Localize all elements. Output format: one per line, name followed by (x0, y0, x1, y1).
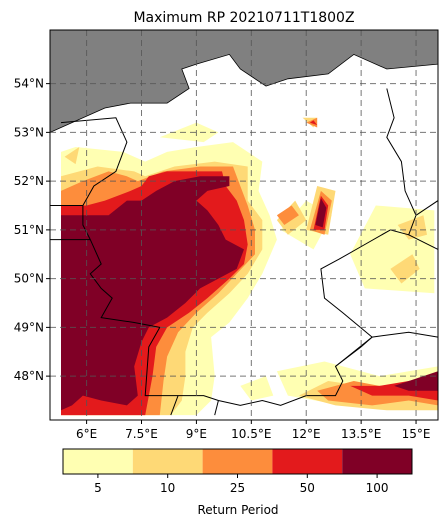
rp-region-level-5 (159, 122, 219, 143)
colorbar-tick-label: 5 (94, 481, 102, 495)
x-tick-label: 6°E (76, 427, 97, 441)
x-tick-label: 7.5°E (125, 427, 158, 441)
rp-region-level-100 (315, 198, 327, 228)
border-line (214, 400, 219, 416)
y-tick-label: 48°N (14, 369, 44, 383)
map-gridlines (50, 30, 438, 420)
colorbar-swatch-100 (342, 449, 412, 474)
y-tick-label: 50°N (14, 272, 44, 286)
colorbar-tick-label: 10 (160, 481, 175, 495)
rp-region-level-25 (276, 205, 299, 225)
map-title: Maximum RP 20210711T1800Z (133, 10, 354, 26)
colorbar: 5 10 25 50 100 (62, 448, 413, 495)
border-line (170, 395, 179, 416)
colorbar-swatch-10 (132, 449, 203, 474)
x-tick-label: 10.5°E (231, 427, 271, 441)
rp-region-level-10 (390, 254, 420, 284)
colorbar-tick-label: 50 (300, 481, 315, 495)
rp-region-level-100 (61, 176, 244, 411)
sea-polygon (50, 30, 438, 133)
x-tick-label: 9°E (186, 427, 207, 441)
colorbar-swatch-25 (202, 449, 273, 474)
x-tick-label: 12°E (292, 427, 321, 441)
rp-region-level-10 (64, 147, 80, 165)
y-tick-label: 49°N (14, 320, 44, 334)
y-tick-label: 51°N (14, 223, 44, 237)
latitude-ticks: 48°N 49°N 50°N 51°N 52°N 53°N 54°N (14, 77, 50, 383)
border-line (415, 200, 438, 216)
colorbar-tick-label: 25 (230, 481, 245, 495)
y-tick-label: 54°N (14, 77, 44, 91)
border-line (408, 234, 438, 250)
colorbar-tick-label: 100 (366, 481, 389, 495)
longitude-ticks: 6°E 7.5°E 9°E 10.5°E 12°E 13.5°E 15°E (76, 420, 430, 441)
map-plot-area (49, 29, 439, 421)
colorbar-swatch-5 (63, 449, 133, 474)
rp-region-level-50 (309, 120, 318, 126)
y-tick-label: 53°N (14, 125, 44, 139)
map-frame (49, 29, 439, 421)
x-tick-label: 13.5°E (341, 427, 381, 441)
rp-region-level-5 (240, 376, 274, 401)
colorbar-label: Return Period (197, 503, 278, 517)
y-tick-label: 52°N (14, 174, 44, 188)
return-period-contours (61, 117, 438, 416)
x-tick-label: 15°E (402, 427, 431, 441)
border-line (335, 331, 438, 367)
colorbar-swatch-50 (272, 449, 343, 474)
sea-areas (50, 30, 438, 133)
